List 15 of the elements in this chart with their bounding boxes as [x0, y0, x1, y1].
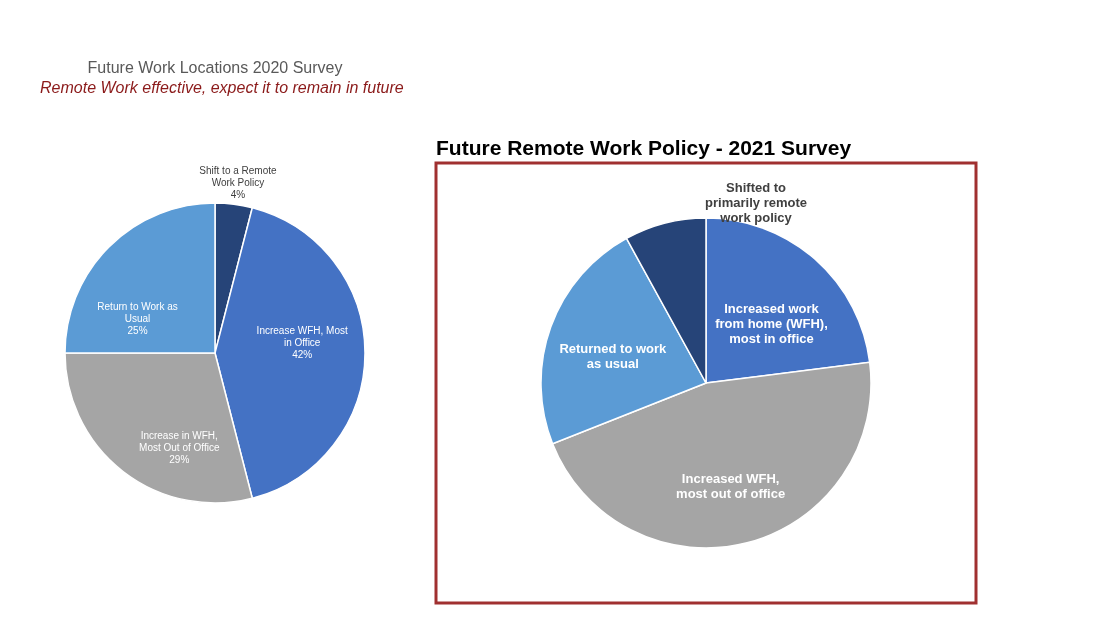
data-label: 42%: [292, 348, 313, 360]
chart-title: Future Remote Work Policy - 2021 Survey: [436, 136, 852, 159]
data-label: 4%: [230, 189, 246, 201]
slice-label: Shifted to primarily remote work policy: [705, 180, 807, 226]
slice-label: Return to Work as Usual: [97, 301, 178, 325]
text: Remote Work effective, expect it to remain in future: [40, 79, 404, 96]
slice-label: Increased work from home (WFH), most in office: [715, 300, 828, 346]
data-label: 25%: [127, 325, 148, 337]
slice-label: Returned to work as usual: [559, 341, 668, 372]
slice-label: Increased WFH, most out of office: [676, 470, 786, 501]
data-label: 29%: [169, 453, 190, 465]
slice-label: Increase WFH, Most in Office: [256, 324, 348, 348]
slice-label: Increase in WFH, Most Out of Office: [139, 429, 220, 453]
chart-title: Future Work Locations 2020 Survey: [87, 59, 343, 76]
slice-label: Shift to a Remote Work Policy: [199, 165, 277, 189]
